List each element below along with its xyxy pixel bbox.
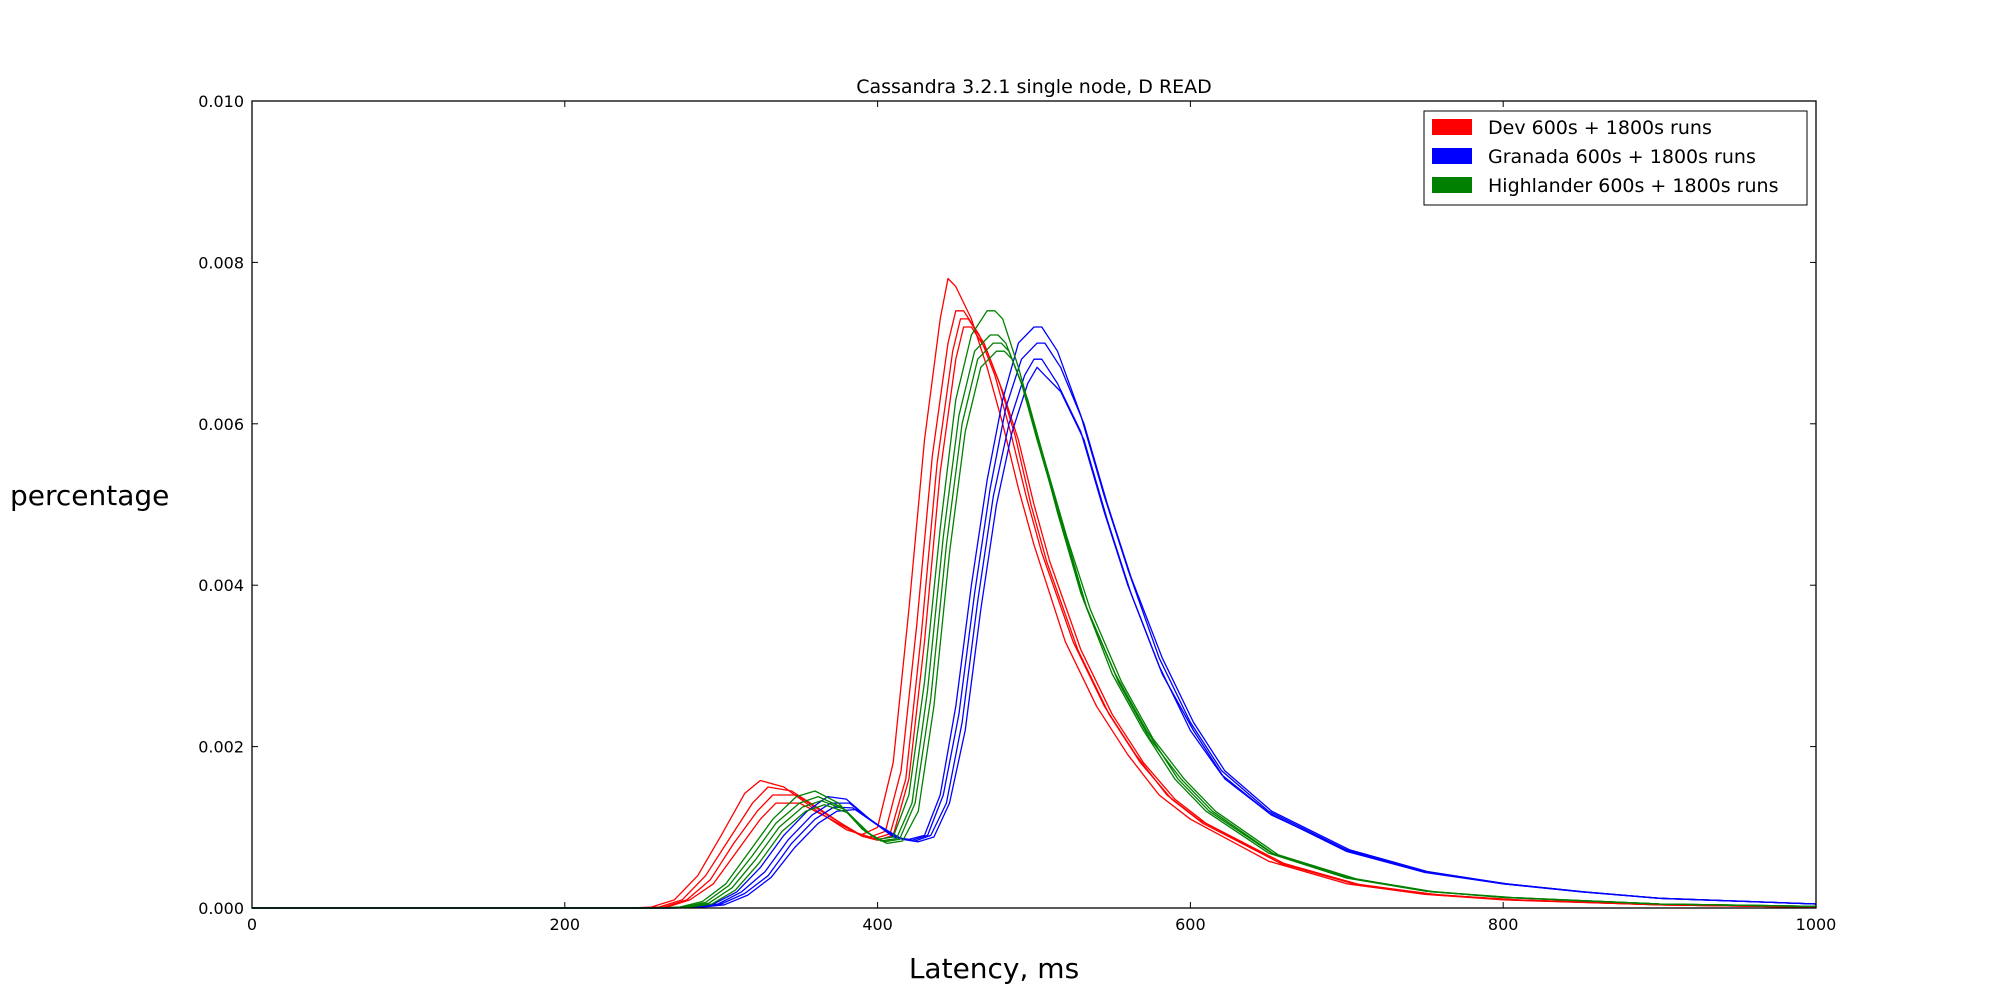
series-line-granada-4	[252, 326, 1817, 909]
series-line-granada-5	[252, 342, 1817, 909]
x-tick-label: 800	[1488, 915, 1519, 934]
chart-title: Cassandra 3.2.1 single node, D READ	[856, 76, 1212, 98]
y-tick-label: 0.006	[198, 415, 244, 434]
series-line-dev-3	[252, 318, 1817, 909]
series-line-highlander-10	[252, 342, 1817, 909]
x-tick-label: 1000	[1796, 915, 1837, 934]
series-line-dev-2	[252, 326, 1817, 909]
y-tick-label: 0.010	[198, 92, 244, 111]
series-line-dev-1	[252, 310, 1817, 909]
x-tick-label: 400	[862, 915, 893, 934]
series-line-granada-6	[252, 358, 1817, 909]
legend-label-dev: Dev 600s + 1800s runs	[1488, 117, 1712, 139]
x-tick-label: 200	[550, 915, 581, 934]
x-axis-label: Latency, ms	[909, 952, 1079, 985]
series-line-highlander-9	[252, 334, 1817, 909]
series-line-highlander-8	[252, 310, 1817, 909]
legend-box	[1423, 110, 1808, 206]
legend-swatch-highlander	[1432, 177, 1472, 193]
legend-swatch-dev	[1432, 119, 1472, 135]
series-line-highlander-11	[252, 350, 1817, 909]
y-tick-label: 0.002	[198, 738, 244, 757]
y-tick-label: 0.008	[198, 253, 244, 272]
legend-label-highlander: Highlander 600s + 1800s runs	[1488, 175, 1778, 197]
y-tick-label: 0.004	[198, 576, 244, 595]
x-tick-label: 600	[1175, 915, 1206, 934]
legend: Dev 600s + 1800s runs Granada 600s + 180…	[1423, 110, 1808, 206]
plot-area-frame	[251, 100, 1817, 909]
series-layer	[252, 277, 1817, 909]
axis-ticks: 0 200 400 600 800 1000 0.000 0.002 0.004 0.006 0.0…	[198, 92, 1836, 934]
legend-label-granada: Granada 600s + 1800s runs	[1488, 146, 1756, 168]
y-axis-label: percentage	[10, 479, 169, 512]
series-line-dev-0	[252, 277, 1817, 909]
x-tick-label: 0	[247, 915, 257, 934]
y-tick-label: 0.000	[198, 899, 244, 918]
legend-swatch-granada	[1432, 148, 1472, 164]
series-line-granada-7	[252, 366, 1817, 909]
